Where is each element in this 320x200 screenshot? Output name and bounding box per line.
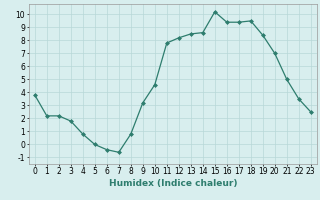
X-axis label: Humidex (Indice chaleur): Humidex (Indice chaleur) (108, 179, 237, 188)
